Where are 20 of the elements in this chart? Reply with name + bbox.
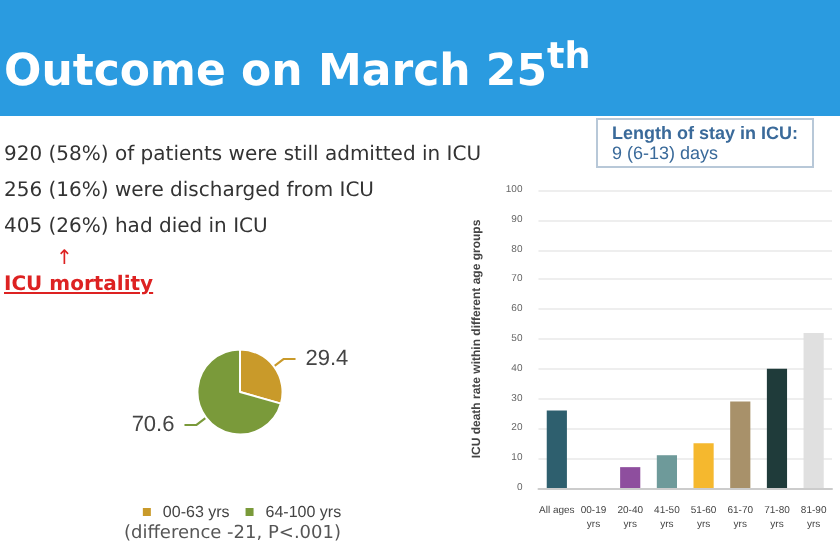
text: 405 (26%) had died in ICU: [4, 216, 268, 238]
data-label: 29.4: [305, 347, 349, 372]
data-label: 70.6: [131, 412, 175, 437]
text: ICU mortality: [4, 274, 154, 296]
bar: [803, 333, 824, 488]
bar: [730, 401, 751, 488]
legend-label: 64-100 yrs: [265, 503, 342, 521]
bar: [546, 410, 567, 488]
legend-label: 00-63 yrs: [162, 503, 230, 521]
text: ↑: [56, 248, 73, 270]
text: 256 (16%) were discharged from ICU: [4, 180, 374, 202]
text: (difference -21, P<.001): [124, 524, 341, 544]
bar: [766, 368, 788, 488]
chart-title: Length of stay in ICU:: [612, 123, 798, 143]
text: Outcome on March 25$^{th}$: [4, 36, 591, 97]
bar: [656, 455, 677, 488]
bar: [693, 443, 714, 488]
text: 920 (58%) of patients were still admitted in ICU: [4, 144, 482, 166]
chart-subtitle: 9 (6-13) days: [612, 143, 720, 163]
bar: [620, 467, 641, 488]
